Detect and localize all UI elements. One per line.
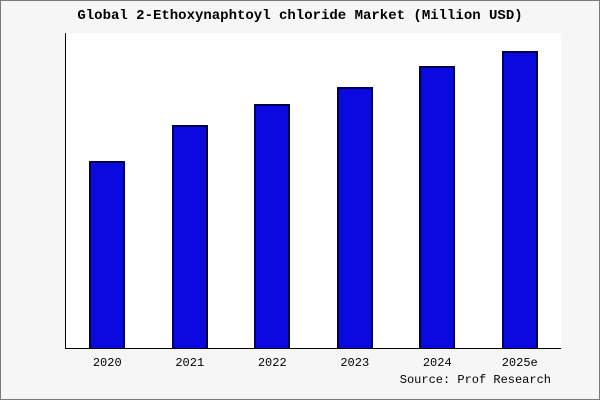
bar-2020 [89, 160, 126, 348]
bar-slot: 2025e [479, 33, 562, 370]
bar-2022 [254, 104, 291, 348]
bar-slot: 2023 [314, 33, 397, 370]
x-tick-label: 2023 [340, 356, 370, 370]
bar-2024 [419, 65, 456, 348]
plot-area: 2020 2021 2022 2023 2024 2025e [65, 33, 562, 370]
source-text: Source: Prof Research [399, 373, 551, 387]
x-tick-label: 2025e [501, 356, 538, 370]
chart-title: Global 2-Ethoxynaphtoyl chloride Market … [77, 8, 523, 24]
x-tick-label: 2024 [422, 356, 452, 370]
x-tick-label: 2022 [257, 356, 287, 370]
bar-slot: 2022 [231, 33, 314, 370]
bars-container: 2020 2021 2022 2023 2024 2025e [66, 33, 562, 370]
bar-slot: 2020 [66, 33, 149, 370]
bar-2023 [336, 86, 373, 348]
bar-slot: 2024 [396, 33, 479, 370]
bar-slot: 2021 [149, 33, 232, 370]
x-tick-label: 2021 [175, 356, 205, 370]
bar-2021 [171, 125, 208, 348]
x-tick-label: 2020 [92, 356, 122, 370]
bar-2025e [501, 50, 538, 348]
